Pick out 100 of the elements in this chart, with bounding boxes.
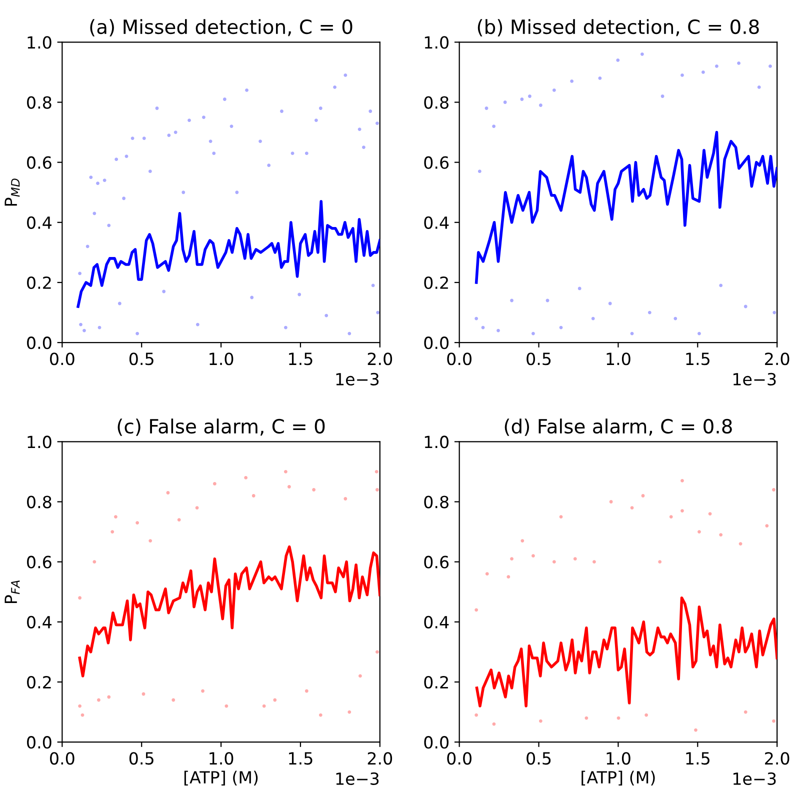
point [235,190,239,194]
point [155,106,159,110]
point [110,530,114,534]
x-tick-label: 2.0 [368,752,392,765]
point [196,322,200,326]
y-tick-label: 0.6 [424,556,449,568]
point [114,158,118,162]
point [212,482,216,486]
point [172,698,176,702]
point [592,560,596,564]
point [528,94,532,98]
point [674,316,678,320]
point [772,488,776,492]
y-tick-label: 0.8 [27,96,52,109]
point [648,310,652,314]
point [92,212,96,216]
point [89,176,93,180]
point [680,479,684,482]
point [166,491,170,494]
y-tick-label: 1.0 [28,436,52,448]
point [358,674,362,678]
y-tick-label: 0.0 [27,336,52,350]
y-tick-label: 0.0 [424,736,449,749]
text: 1e−3 [733,372,776,386]
y-axis-title: P$_{MD}$ [4,178,20,206]
point [510,557,514,561]
point [78,704,82,708]
point [136,332,140,336]
line-series [78,545,380,678]
point [174,130,178,134]
point [609,500,613,504]
y-tick-label: 0.2 [27,676,51,689]
point [591,316,595,320]
chart-title: (d) False alarm, C = 0.8 [504,418,732,436]
point [230,124,234,128]
y-axis-title: P$_{FA}$ [4,580,20,603]
point [680,74,684,77]
y-tick-label: 0.0 [424,336,449,350]
x-tick-label: 0.0 [50,352,74,366]
point [348,710,352,714]
x-tick-label: 0.5 [129,352,154,366]
point [284,326,288,330]
point [616,58,620,62]
point [765,524,769,528]
point [474,316,478,320]
y-tick-label: 0.0 [27,736,52,749]
y-tick-label: 0.4 [27,616,52,628]
point [258,140,262,143]
point [250,296,254,300]
y-tick-label: 0.4 [424,216,449,229]
point [79,322,82,326]
point [267,164,271,168]
point [280,110,284,113]
point [96,182,100,186]
text: 1e−3 [336,772,379,786]
point [324,314,328,318]
point [290,152,294,156]
point [552,560,556,564]
point [719,533,723,536]
y-tick-label: 1.0 [424,436,449,448]
point [376,650,379,654]
point [715,64,718,68]
point [130,136,134,140]
point [167,134,171,137]
y-tick-label: 0.6 [27,556,52,568]
point [107,224,111,228]
point [148,170,152,174]
point [698,332,701,336]
point [97,698,100,702]
point [570,80,574,83]
point [333,86,336,89]
point [680,509,684,512]
point [757,86,761,89]
point [492,124,496,128]
line-series [76,200,380,308]
point [344,74,348,77]
point [503,100,507,104]
point [182,190,186,194]
point [376,488,379,492]
point [245,88,248,92]
point [552,88,556,92]
point [124,154,128,158]
point [738,542,742,546]
point [698,530,701,534]
point [208,140,212,143]
point [644,713,648,717]
point [284,470,288,474]
point [538,719,542,723]
point [86,244,90,248]
point [478,170,482,174]
text: 1e−3 [733,772,776,786]
point [92,560,96,564]
point [304,152,308,156]
point [122,196,126,200]
point [344,497,348,500]
y-tick-label: 0.8 [424,96,448,109]
point [348,332,352,336]
line-series [474,130,778,284]
point [772,310,776,314]
point [484,106,488,110]
